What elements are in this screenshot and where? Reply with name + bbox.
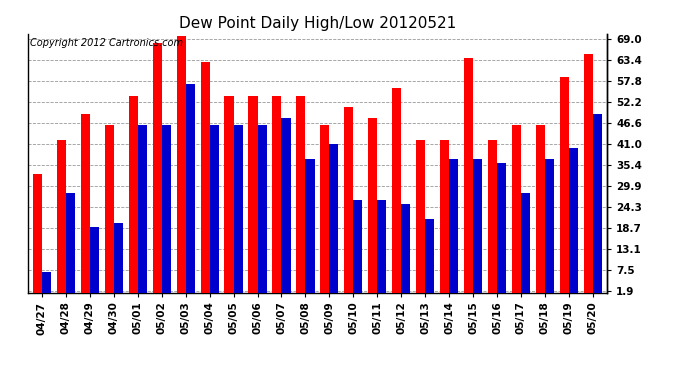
Bar — [161, 126, 171, 298]
Bar — [344, 107, 353, 298]
Bar — [401, 204, 411, 298]
Bar — [224, 96, 234, 298]
Bar — [138, 126, 147, 298]
Bar — [90, 226, 99, 298]
Bar — [114, 223, 123, 298]
Bar — [425, 219, 434, 298]
Bar — [57, 141, 66, 298]
Bar — [248, 96, 257, 298]
Title: Dew Point Daily High/Low 20120521: Dew Point Daily High/Low 20120521 — [179, 16, 456, 31]
Bar — [105, 126, 114, 298]
Bar — [440, 141, 449, 298]
Bar — [42, 272, 51, 298]
Bar — [320, 126, 329, 298]
Bar — [282, 118, 290, 298]
Bar — [186, 84, 195, 298]
Bar — [536, 126, 545, 298]
Bar — [201, 62, 210, 298]
Bar — [66, 193, 75, 298]
Bar — [473, 159, 482, 298]
Bar — [521, 193, 530, 298]
Bar — [377, 200, 386, 298]
Bar — [449, 159, 458, 298]
Bar — [512, 126, 521, 298]
Text: Copyright 2012 Cartronics.com: Copyright 2012 Cartronics.com — [30, 38, 184, 48]
Bar — [353, 200, 362, 298]
Bar — [416, 141, 425, 298]
Bar — [81, 114, 90, 298]
Bar — [296, 96, 306, 298]
Bar — [128, 96, 138, 298]
Bar — [273, 96, 282, 298]
Bar — [234, 126, 243, 298]
Bar — [464, 58, 473, 298]
Bar — [177, 36, 186, 298]
Bar — [210, 126, 219, 298]
Bar — [560, 77, 569, 298]
Bar — [584, 54, 593, 298]
Bar — [152, 43, 161, 298]
Bar — [306, 159, 315, 298]
Bar — [593, 114, 602, 298]
Bar — [257, 126, 266, 298]
Bar — [545, 159, 554, 298]
Bar — [368, 118, 377, 298]
Bar — [569, 148, 578, 298]
Bar — [33, 174, 42, 298]
Bar — [329, 144, 339, 298]
Bar — [488, 141, 497, 298]
Bar — [392, 88, 401, 298]
Bar — [497, 163, 506, 298]
